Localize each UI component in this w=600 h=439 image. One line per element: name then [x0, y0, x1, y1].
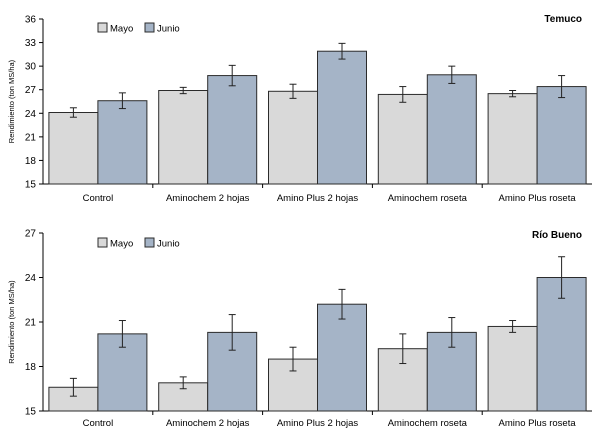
- bar-mayo: [158, 90, 209, 185]
- y-tick-label: 18: [25, 156, 37, 167]
- legend: Mayo Junio: [97, 22, 180, 35]
- y-tick-label: 15: [25, 180, 37, 191]
- y-tick-label: 24: [25, 273, 37, 284]
- chart-1: 15 18 21 24 27 30 33 36 Rendimiento (ton MS/ha) T…: [7, 14, 592, 204]
- bar-mayo: [377, 93, 428, 185]
- bar-mayo: [487, 325, 538, 412]
- x-tick-label: Control: [83, 193, 114, 204]
- y-tick-label: 15: [25, 407, 37, 418]
- x-tick-label: Aminochem roseta: [388, 418, 468, 429]
- x-tick-label: Control: [83, 418, 114, 429]
- legend: Mayo Junio: [97, 237, 180, 250]
- x-tick-label: Amino Plus roseta: [499, 418, 577, 429]
- chart-title: Temuco: [544, 14, 582, 25]
- x-tick-label: Amino Plus roseta: [499, 193, 577, 204]
- y-axis-title: Rendimiento (ton MS/ha): [7, 280, 16, 364]
- y-tick-label: 30: [25, 62, 37, 73]
- x-tick-label: Aminochem roseta: [388, 193, 468, 204]
- y-tick-label: 21: [25, 318, 37, 329]
- y-tick-label: 27: [25, 85, 37, 96]
- bar-mayo: [48, 112, 99, 185]
- bar-junio: [426, 74, 477, 185]
- y-tick-label: 21: [25, 132, 37, 143]
- bar-junio: [97, 100, 148, 185]
- chart-title: Río Bueno: [532, 230, 582, 241]
- x-tick-label: Aminochem 2 hojas: [166, 418, 250, 429]
- legend-label: Junio: [157, 24, 180, 35]
- x-tick-label: Amino Plus 2 hojas: [277, 193, 359, 204]
- chart-2: 15 18 21 24 27 Rendimiento (ton MS/ha) Río Bue…: [7, 229, 592, 429]
- legend-label: Mayo: [110, 239, 133, 250]
- bar-junio: [317, 303, 367, 412]
- bar-junio: [317, 50, 367, 185]
- legend-swatch: [144, 22, 155, 33]
- legend-swatch: [97, 237, 108, 248]
- y-tick-label: 33: [25, 38, 37, 49]
- x-tick-label: Amino Plus 2 hojas: [277, 418, 359, 429]
- bar-junio: [207, 75, 258, 185]
- legend-swatch: [97, 22, 108, 33]
- bar-mayo: [268, 90, 318, 185]
- bar-junio: [536, 277, 587, 412]
- y-axis-title: Rendimiento (ton MS/ha): [7, 59, 16, 143]
- bar-mayo: [487, 93, 538, 185]
- bar-junio: [536, 86, 587, 185]
- legend-label: Mayo: [110, 24, 133, 35]
- x-tick-label: Aminochem 2 hojas: [166, 193, 250, 204]
- y-tick-label: 24: [25, 109, 37, 120]
- legend-swatch: [144, 237, 155, 248]
- y-tick-label: 27: [25, 229, 37, 240]
- y-tick-label: 36: [25, 15, 37, 26]
- legend-label: Junio: [157, 239, 180, 250]
- y-tick-label: 18: [25, 362, 37, 373]
